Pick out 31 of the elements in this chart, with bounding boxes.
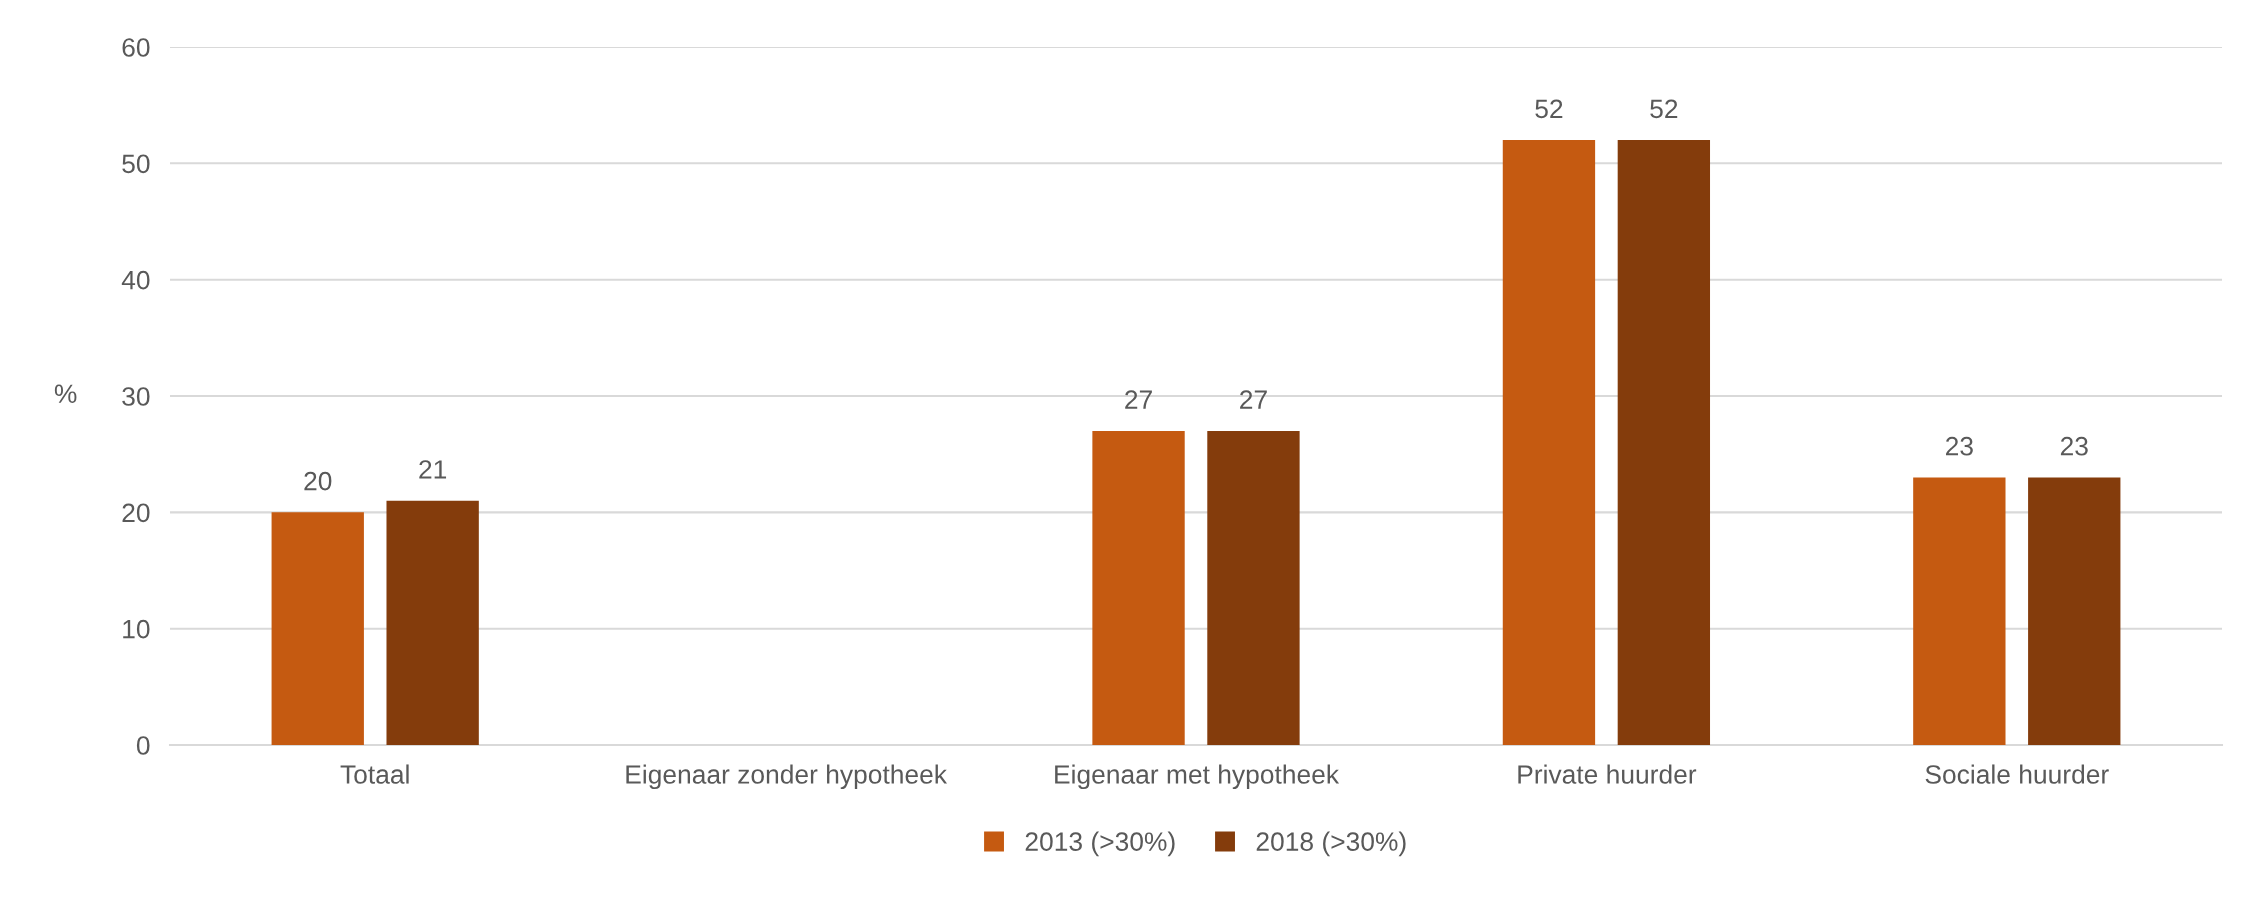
y-tick-label: 60 xyxy=(122,38,150,57)
data-label: 52 xyxy=(1650,99,1678,119)
bar xyxy=(386,500,479,745)
data-label: 23 xyxy=(1946,436,1973,456)
bar xyxy=(1502,140,1596,745)
data-label: 27 xyxy=(1240,390,1267,409)
y-tick-label: 40 xyxy=(121,270,150,290)
bar xyxy=(2028,477,2121,745)
bar xyxy=(1092,430,1185,745)
bar xyxy=(271,512,364,745)
x-tick-label: Eigenaar met hypotheek xyxy=(1055,764,1340,790)
y-tick-label: 30 xyxy=(122,387,150,406)
y-axis-title: % xyxy=(54,384,77,403)
bar xyxy=(1207,430,1300,745)
y-tick-label: 50 xyxy=(122,154,150,174)
data-label: 21 xyxy=(419,460,447,479)
x-tick-label: Totaal xyxy=(340,764,409,784)
data-label: 27 xyxy=(1125,390,1152,409)
y-tick-label: 0 xyxy=(136,736,150,755)
x-tick-label: Sociale huurder xyxy=(1925,764,2109,784)
bar xyxy=(1617,140,1711,745)
data-label: 20 xyxy=(304,471,332,491)
legend-label: 2013 (>30%) xyxy=(1025,831,1175,857)
bar xyxy=(1913,477,2006,745)
legend-label: 2018 (>30%) xyxy=(1256,831,1406,857)
data-label: 23 xyxy=(2060,436,2088,456)
y-tick-label: 10 xyxy=(123,619,150,639)
y-tick-label: 20 xyxy=(122,503,150,523)
x-tick-label: Eigenaar zonder hypotheek xyxy=(626,764,948,790)
x-tick-label: Private huurder xyxy=(1518,764,1697,784)
data-label: 52 xyxy=(1535,99,1563,119)
